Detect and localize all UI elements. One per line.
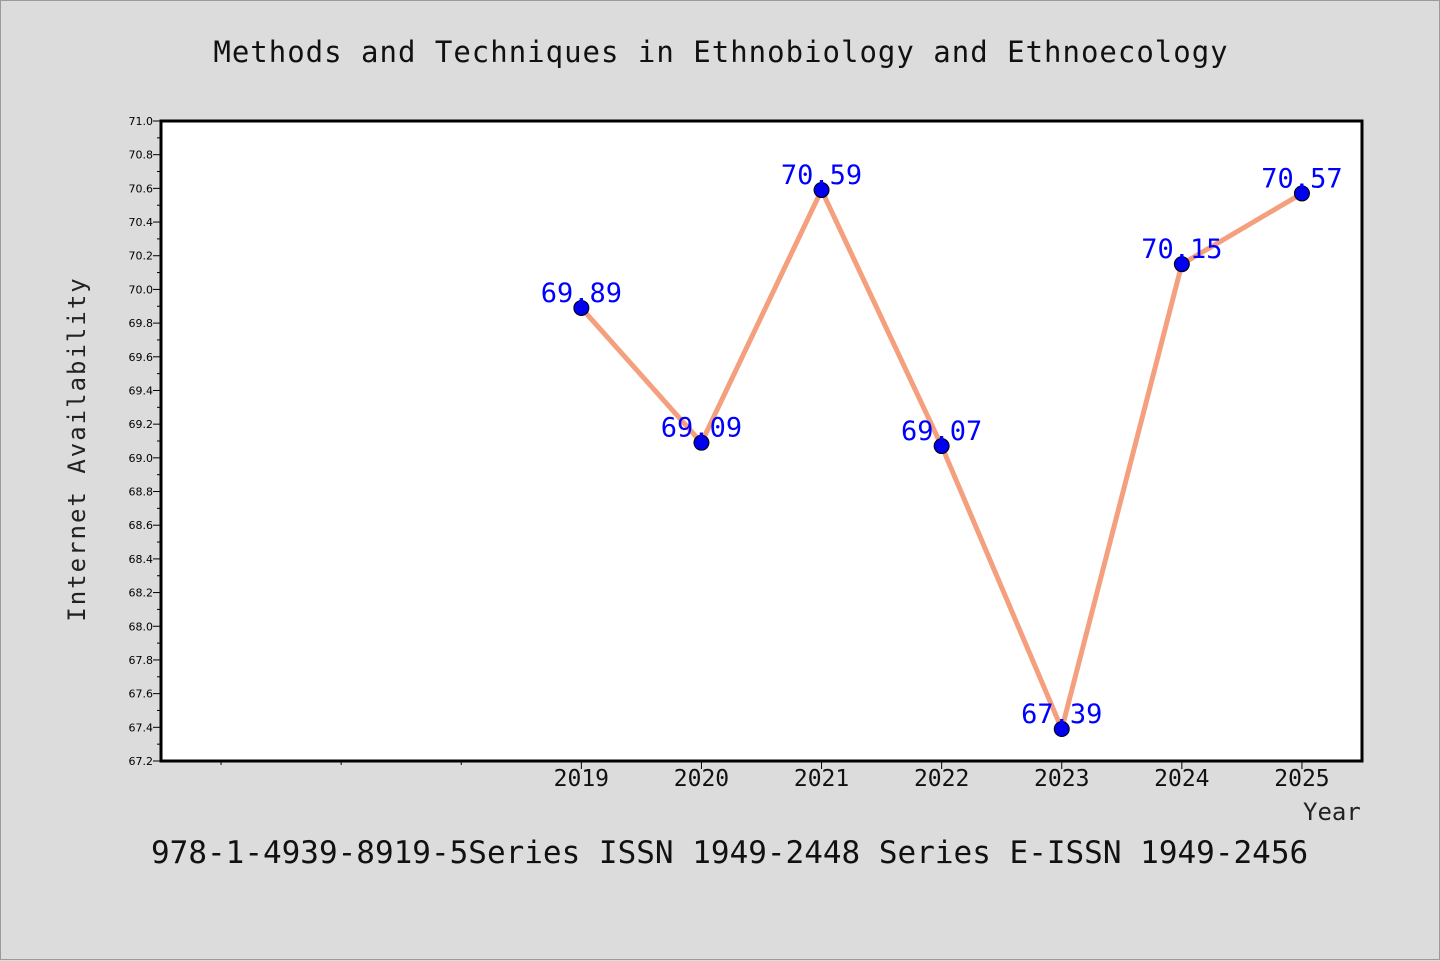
- data-label: 69.09: [661, 413, 742, 444]
- y-tick-label: 67.2: [129, 755, 154, 768]
- data-label: 67.39: [1021, 699, 1102, 730]
- data-point: [1293, 185, 1310, 202]
- data-point: [933, 438, 950, 455]
- plot-area: [159, 119, 1364, 763]
- data-label: 70.57: [1261, 163, 1342, 194]
- data-point: [693, 434, 710, 451]
- data-point: [1173, 256, 1190, 273]
- data-point: [573, 299, 590, 316]
- x-tick-label: 2021: [794, 766, 849, 792]
- y-tick-label: 69.6: [129, 351, 154, 364]
- y-tick-label: 67.4: [129, 721, 154, 734]
- y-tick-label: 70.8: [129, 149, 154, 162]
- y-tick-label: 69.0: [129, 452, 154, 465]
- x-axis-label: Year: [1303, 798, 1361, 826]
- x-tick-label: 2019: [554, 766, 609, 792]
- y-axis-label: Internet Availability: [63, 276, 91, 622]
- y-tick-label: 67.8: [129, 654, 154, 667]
- chart-title: Methods and Techniques in Ethnobiology a…: [213, 35, 1229, 69]
- y-tick-label: 69.4: [129, 384, 154, 397]
- y-tick-label: 71.0: [129, 115, 154, 128]
- y-tick-label: 68.4: [129, 553, 154, 566]
- y-tick-label: 68.0: [129, 620, 154, 633]
- y-tick-label: 70.6: [129, 182, 154, 195]
- data-label: 70.15: [1141, 234, 1222, 265]
- y-tick-label: 68.2: [129, 587, 154, 600]
- data-label: 69.07: [901, 416, 982, 447]
- x-tick-label: 2023: [1034, 766, 1089, 792]
- y-tick-label: 69.8: [129, 317, 154, 330]
- data-point: [1053, 721, 1070, 737]
- data-point: [813, 182, 830, 199]
- y-tick-label: 70.2: [129, 250, 154, 263]
- y-tick-label: 70.4: [129, 216, 154, 229]
- x-tick-label: 2022: [914, 766, 969, 792]
- y-tick-label: 67.6: [129, 688, 154, 701]
- y-tick-label: 68.6: [129, 519, 154, 532]
- y-tick-label: 69.2: [129, 418, 154, 431]
- y-tick-label: 70.0: [129, 283, 154, 296]
- x-tick-label: 2020: [674, 766, 729, 792]
- data-label: 69.89: [541, 278, 622, 309]
- data-label: 70.59: [781, 160, 862, 191]
- footer-isbn-issn: 978-1-4939-8919-5Series ISSN 1949-2448 S…: [151, 835, 1309, 871]
- x-tick-label: 2025: [1274, 766, 1329, 792]
- y-tick-label: 68.8: [129, 486, 154, 499]
- x-tick-label: 2024: [1154, 766, 1209, 792]
